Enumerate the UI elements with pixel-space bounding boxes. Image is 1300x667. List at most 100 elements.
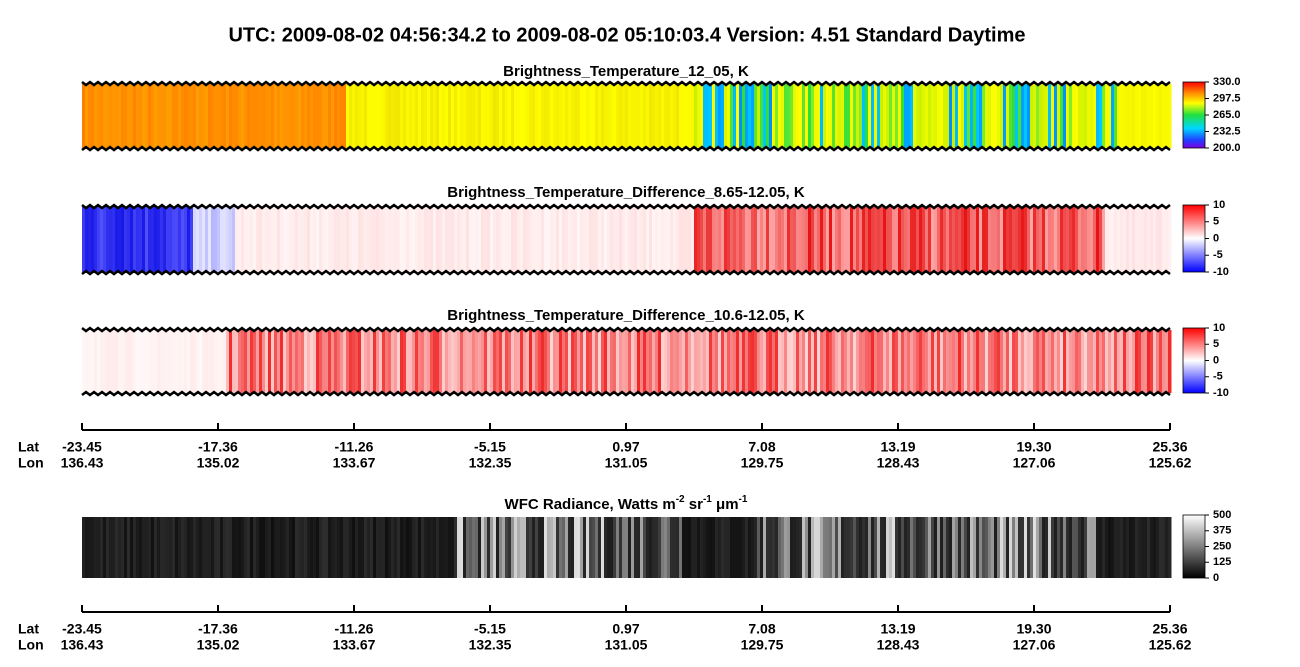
image-column [601,207,605,272]
image-column [469,84,473,148]
image-column [178,517,182,578]
image-column [736,517,740,578]
image-column [712,330,716,393]
image-column [775,207,779,272]
image-column [1120,517,1124,578]
image-column [910,517,914,578]
image-column [112,517,116,578]
image-column [868,207,872,272]
image-column [247,330,251,393]
image-column [889,330,893,393]
image-column [787,517,791,578]
image-column [475,84,479,148]
image-column [829,84,833,148]
image-column [1129,207,1133,272]
image-column [205,207,209,272]
image-column [970,207,974,272]
image-column [904,207,908,272]
image-column [85,517,89,578]
image-column [997,517,1001,578]
image-column [865,330,869,393]
image-column [532,517,536,578]
lon-tick-label: 132.35 [469,637,512,653]
image-column [808,517,812,578]
image-column [139,207,143,272]
image-column [865,517,869,578]
image-column [1030,207,1034,272]
image-column [520,330,524,393]
image-column [673,330,677,393]
image-column [1072,330,1076,393]
image-column [583,84,587,148]
image-column [94,517,98,578]
image-column [451,84,455,148]
image-column [262,207,266,272]
image-column [472,517,476,578]
image-column [157,84,161,148]
image-column [223,84,227,148]
image-column [1159,517,1163,578]
image-column [820,330,824,393]
image-column [772,207,776,272]
image-column [1054,330,1058,393]
image-column [1000,330,1004,393]
image-column [811,84,815,148]
image-column [1057,330,1061,393]
image-column [157,330,161,393]
image-column [100,517,104,578]
image-column [400,207,404,272]
image-column [541,207,545,272]
image-column [754,207,758,272]
image-column [901,207,905,272]
image-column [913,207,917,272]
image-column [100,84,104,148]
image-column [700,330,704,393]
lat-tick-label: 13.19 [880,439,915,455]
image-column [838,517,842,578]
image-column [424,517,428,578]
image-column [835,84,839,148]
image-column [607,517,611,578]
image-column [499,84,503,148]
image-column [373,517,377,578]
image-column [268,207,272,272]
image-column [1129,84,1133,148]
image-column [826,330,830,393]
image-column [784,517,788,578]
image-column [226,330,230,393]
image-column [640,517,644,578]
image-column [544,84,548,148]
image-column [1024,207,1028,272]
image-column [628,84,632,148]
image-column [859,207,863,272]
image-column [169,517,173,578]
image-column [922,517,926,578]
image-column [325,517,329,578]
image-column [484,517,488,578]
image-column [562,207,566,272]
image-column [745,84,749,148]
image-column [730,517,734,578]
lon-label: Lon [18,455,44,471]
image-column [316,84,320,148]
image-column [745,207,749,272]
image-column [748,517,752,578]
image-column [832,517,836,578]
image-column [517,84,521,148]
image-column [1000,84,1004,148]
image-column [736,207,740,272]
image-column [940,207,944,272]
image-column [1048,207,1052,272]
image-column [724,517,728,578]
image-column [190,207,194,272]
image-column [364,84,368,148]
image-column [337,84,341,148]
title-text: sr [685,496,704,513]
image-column [781,207,785,272]
image-column [562,330,566,393]
image-column [739,84,743,148]
image-column [1117,207,1121,272]
image-column [535,207,539,272]
image-column [505,517,509,578]
image-column [286,330,290,393]
